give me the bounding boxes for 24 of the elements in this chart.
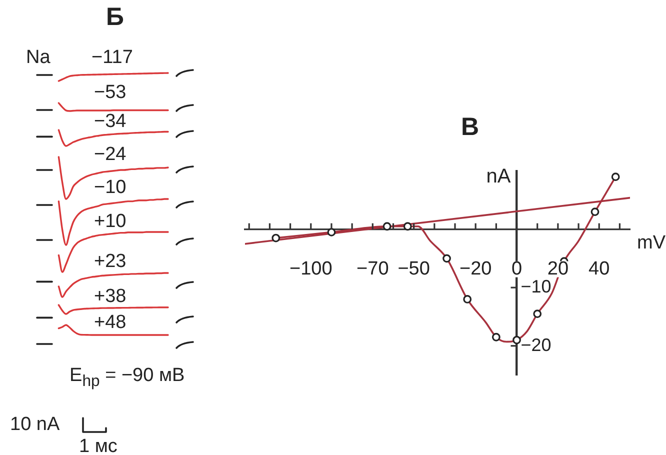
x-tick-label: −20 bbox=[459, 258, 492, 280]
series-label: +10 bbox=[94, 210, 126, 232]
series-label: −117 bbox=[92, 46, 133, 68]
y-axis-title: nA bbox=[486, 166, 512, 188]
x-tick-label: −70 bbox=[356, 258, 389, 280]
text: 10 nA bbox=[10, 414, 60, 436]
series-label: −24 bbox=[94, 144, 126, 166]
x-tick-label: −100 bbox=[289, 258, 332, 280]
chart-title: Б bbox=[106, 3, 124, 32]
series-label: +48 bbox=[94, 312, 126, 334]
series-label: −34 bbox=[94, 110, 126, 132]
series-label: −10 bbox=[94, 176, 126, 198]
series-label: +23 bbox=[94, 250, 126, 272]
x-tick-label: 40 bbox=[588, 258, 610, 280]
x-tick-label: −50 bbox=[398, 258, 430, 280]
text: 1 мс bbox=[79, 436, 118, 455]
text: E$_{hp}$ = −90 мВ bbox=[70, 365, 185, 390]
x-tick-label: 0 bbox=[511, 258, 522, 280]
series-label: −53 bbox=[94, 82, 126, 104]
series-label: +38 bbox=[94, 286, 126, 308]
x-tick-label: 20 bbox=[547, 258, 569, 280]
x-axis-title: mV bbox=[637, 232, 666, 254]
text: Na bbox=[26, 46, 50, 68]
chart-title: В bbox=[461, 113, 480, 142]
